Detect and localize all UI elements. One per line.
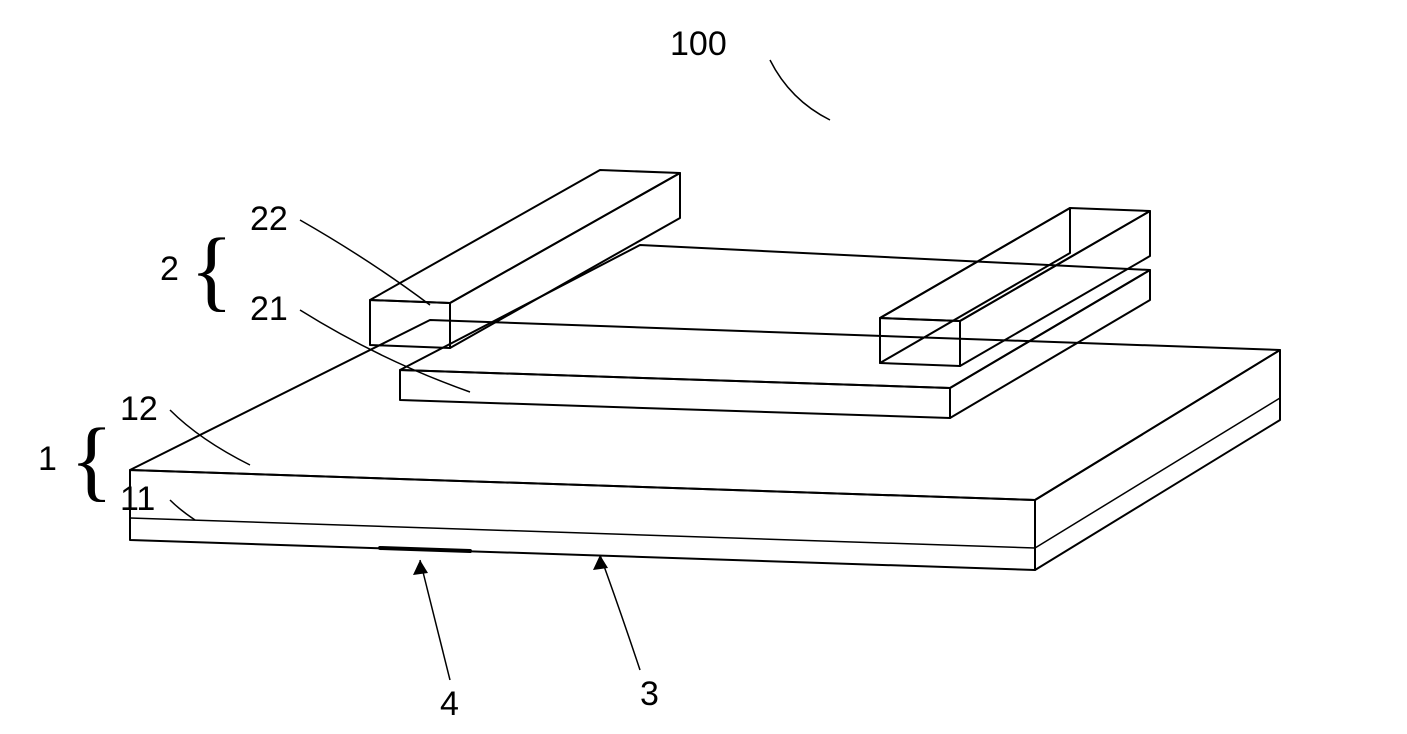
label-11: 11 [120, 480, 155, 518]
label-100: 100 [670, 25, 727, 63]
leader-22 [300, 220, 430, 305]
leader-12 [170, 410, 250, 465]
brace-1: { [70, 411, 113, 510]
leader-11 [170, 500, 195, 520]
diagram-canvas: { { 100 2 22 21 1 12 11 3 4 [0, 0, 1407, 734]
label-3: 3 [640, 675, 659, 713]
label-22: 22 [250, 200, 288, 238]
brace-2: { [190, 221, 233, 320]
label-1: 1 [38, 440, 57, 478]
label-12: 12 [120, 390, 158, 428]
rail-left [370, 170, 680, 348]
leader-3 [593, 555, 640, 670]
label-2: 2 [160, 250, 179, 288]
leader-21 [300, 310, 470, 392]
leader-4 [413, 560, 450, 680]
rail-right [880, 208, 1150, 366]
leader-100 [770, 60, 830, 120]
label-21: 21 [250, 290, 288, 328]
bottom-mark [380, 548, 470, 551]
base-slab [130, 320, 1280, 570]
interlayer-side [1035, 398, 1280, 548]
label-4: 4 [440, 685, 459, 723]
